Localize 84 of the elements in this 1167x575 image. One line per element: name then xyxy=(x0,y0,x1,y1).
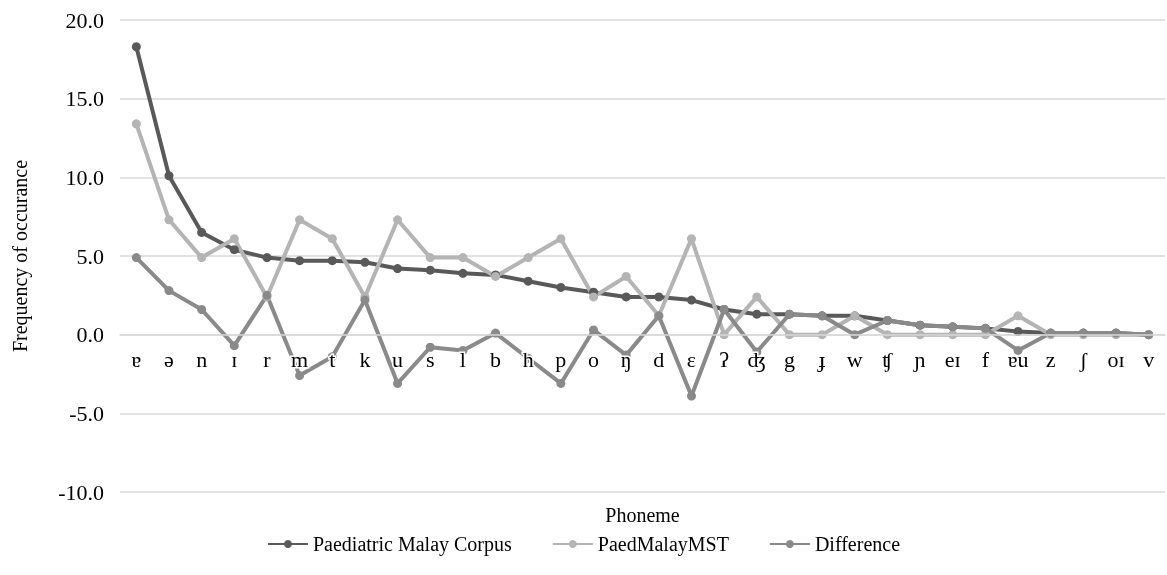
point xyxy=(523,276,533,286)
point xyxy=(425,265,435,275)
point xyxy=(556,378,566,388)
point xyxy=(164,215,174,225)
x-tick-label: k xyxy=(359,347,371,373)
x-tick-label: b xyxy=(490,347,502,373)
x-tick-label: r xyxy=(263,347,272,373)
point xyxy=(131,253,141,263)
x-tick-label: g xyxy=(783,347,795,373)
point xyxy=(1013,311,1023,321)
y-tick-label: 10.0 xyxy=(65,164,104,190)
x-axis-title: Phoneme xyxy=(605,503,680,526)
x-tick-label: u xyxy=(392,347,404,373)
point xyxy=(458,253,468,263)
point xyxy=(589,292,599,302)
x-tick-label: f xyxy=(981,347,990,373)
point xyxy=(393,264,403,274)
legend-label: PaedMalayMST xyxy=(597,533,729,556)
point xyxy=(327,256,337,266)
point xyxy=(295,256,305,266)
point xyxy=(295,371,305,381)
point xyxy=(164,286,174,296)
x-tick-label: n xyxy=(196,347,208,373)
x-tick-label: ʔ xyxy=(719,347,730,373)
point xyxy=(229,234,239,244)
x-tick-label: z xyxy=(1045,347,1056,373)
x-tick-label: ɐu xyxy=(1007,347,1029,373)
x-tick-label: p xyxy=(555,347,567,373)
x-tick-label: v xyxy=(1143,347,1155,373)
point xyxy=(654,292,664,302)
x-tick-label: oɪ xyxy=(1107,347,1125,373)
x-tick-label: ʤ xyxy=(747,347,767,373)
x-tick-label: ŋ xyxy=(620,347,632,373)
y-tick-label: 15.0 xyxy=(65,86,104,112)
point xyxy=(752,309,762,319)
x-tick-label: m xyxy=(291,347,309,373)
y-tick-label: 20.0 xyxy=(65,7,104,33)
point xyxy=(425,253,435,263)
point xyxy=(131,119,141,129)
x-tick-label: ʧ xyxy=(882,347,894,373)
point xyxy=(556,282,566,292)
point xyxy=(131,42,141,52)
point xyxy=(621,271,631,281)
point xyxy=(262,253,272,263)
x-tick-label: ɲ xyxy=(912,347,926,373)
point xyxy=(164,171,174,181)
point xyxy=(458,268,468,278)
x-tick-label: ɛ xyxy=(686,347,697,373)
point xyxy=(229,245,239,255)
x-tick-label: eɪ xyxy=(944,347,961,373)
y-tick-label: 0.0 xyxy=(76,322,104,348)
point xyxy=(197,253,207,263)
y-tick-label: 5.0 xyxy=(76,243,104,269)
x-tick-label: l xyxy=(459,347,466,373)
point xyxy=(752,292,762,302)
point xyxy=(1013,345,1023,355)
point xyxy=(327,234,337,244)
x-tick-label: ɪ xyxy=(231,347,238,373)
point xyxy=(295,215,305,225)
point xyxy=(556,234,566,244)
x-tick-label: o xyxy=(588,347,600,373)
point xyxy=(686,295,696,305)
point xyxy=(197,305,207,314)
point xyxy=(425,342,435,352)
x-tick-label: ɟ xyxy=(816,347,826,373)
legend-label: Difference xyxy=(814,533,901,555)
point xyxy=(197,227,207,237)
x-tick-label: ɐ xyxy=(131,347,142,373)
point xyxy=(360,257,370,267)
x-tick-label: ʃ xyxy=(1078,347,1088,373)
x-tick-label: d xyxy=(653,347,665,373)
x-tick-label: s xyxy=(425,347,435,373)
point xyxy=(621,292,631,302)
x-tick-label: ə xyxy=(164,347,174,373)
point xyxy=(589,325,599,335)
point xyxy=(229,341,239,351)
point xyxy=(393,378,403,388)
y-tick-label: -5.0 xyxy=(69,400,104,426)
x-tick-label: w xyxy=(846,347,863,373)
legend-label: Paediatric Malay Corpus xyxy=(312,533,513,556)
y-axis-title: Frequency of occurance xyxy=(9,159,32,353)
y-tick-label: -10.0 xyxy=(58,479,104,505)
point xyxy=(393,215,403,225)
point xyxy=(523,253,533,263)
